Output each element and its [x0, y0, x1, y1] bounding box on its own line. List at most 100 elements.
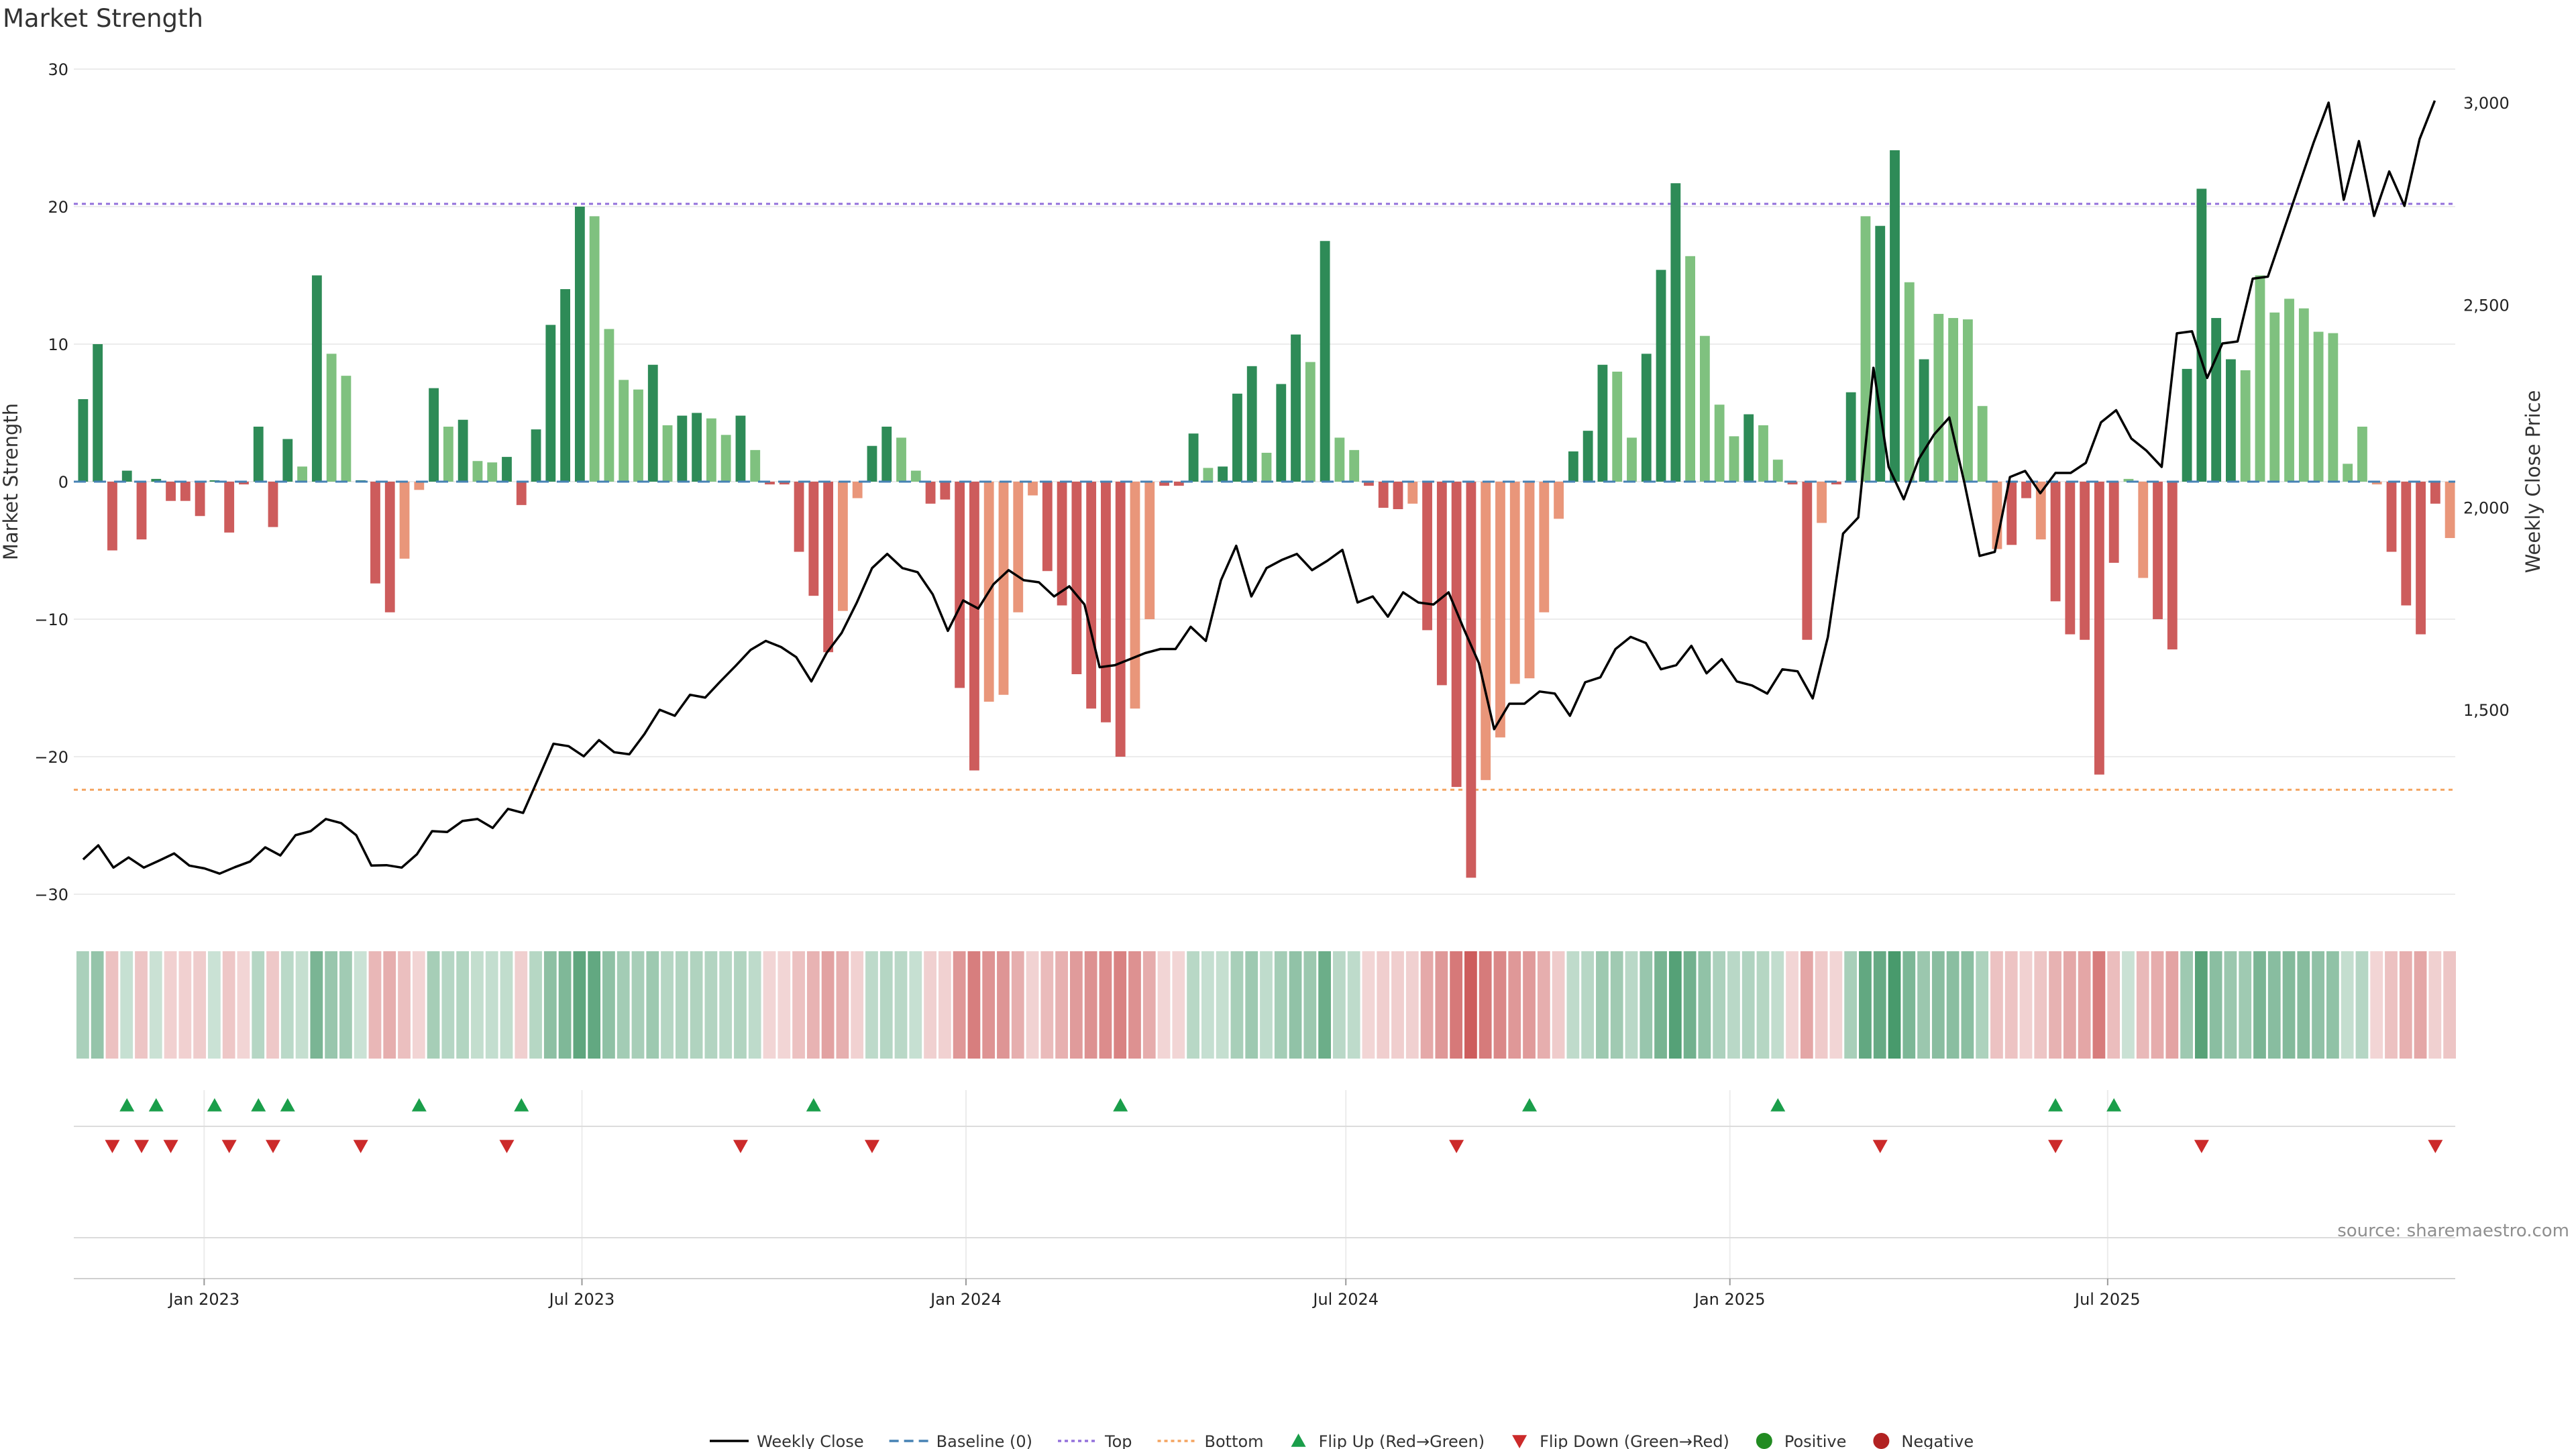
heat-cell: [1581, 951, 1595, 1059]
strength-bar: [925, 482, 936, 504]
strength-bar: [2416, 482, 2426, 635]
heat-cell: [734, 951, 747, 1059]
strength-bar: [384, 482, 395, 612]
heat-cell: [164, 951, 177, 1059]
heat-cell: [1668, 951, 1682, 1059]
legend-swatch: [1291, 1434, 1306, 1447]
strength-bar: [1714, 405, 1725, 482]
strength-bar: [1334, 437, 1345, 482]
strength-bar: [1699, 335, 1710, 482]
heat-cell: [1450, 951, 1463, 1059]
heat-cell: [2443, 951, 2456, 1059]
strength-bar: [1291, 334, 1301, 482]
strength-bar: [969, 482, 979, 771]
strength-bar: [1656, 270, 1666, 482]
heat-cell: [1683, 951, 1697, 1059]
strength-bar: [1948, 318, 1959, 482]
strength-bar: [2123, 478, 2134, 482]
legend-label: Top: [1104, 1432, 1132, 1449]
heat-cell: [1303, 951, 1317, 1059]
flip-up-marker: [1113, 1098, 1128, 1112]
heat-cell: [2385, 951, 2398, 1059]
heat-cell: [1523, 951, 1536, 1059]
strength-bar: [1378, 482, 1389, 508]
strength-bar: [1481, 482, 1491, 780]
heat-cell: [1405, 951, 1419, 1059]
heat-cell: [1698, 951, 1711, 1059]
strength-bar: [1013, 482, 1024, 612]
heat-cell: [1011, 951, 1024, 1059]
heat-cell: [1289, 951, 1302, 1059]
heat-cell: [690, 951, 703, 1059]
strength-bar: [1305, 362, 1316, 482]
strength-bar: [370, 482, 380, 584]
flip-down-marker: [864, 1140, 879, 1153]
strength-bar: [1276, 384, 1287, 482]
strength-bar: [1232, 393, 1242, 482]
heat-cell: [2341, 951, 2354, 1059]
strength-bar: [1772, 460, 1783, 482]
heat-cell: [135, 951, 148, 1059]
legend-item: Baseline (0): [889, 1432, 1032, 1449]
strength-bar: [1729, 436, 1739, 482]
heat-cell: [2326, 951, 2339, 1059]
heat-cell: [806, 951, 820, 1059]
flip-down-marker: [353, 1140, 368, 1153]
heat-cell: [295, 951, 309, 1059]
heat-cell: [2239, 951, 2252, 1059]
heat-cell: [573, 951, 586, 1059]
heat-cell: [631, 951, 645, 1059]
legend-item: Flip Up (Red→Green): [1291, 1432, 1485, 1449]
y-tick-label: −20: [34, 748, 68, 767]
y2-tick-label: 2,500: [2463, 297, 2510, 315]
heat-cell: [2414, 951, 2427, 1059]
heat-cell: [368, 951, 382, 1059]
strength-bar: [2050, 482, 2061, 602]
flip-up-marker: [806, 1098, 821, 1112]
heat-cell: [500, 951, 513, 1059]
strength-bar: [282, 439, 293, 482]
strength-bar: [239, 482, 249, 485]
strength-bar: [107, 482, 117, 551]
heat-cell: [252, 951, 265, 1059]
strength-bar: [2006, 482, 2017, 545]
x-tick-label: Jul 2025: [2074, 1290, 2141, 1309]
heat-cell: [1844, 951, 1858, 1059]
strength-bar: [2226, 359, 2236, 482]
heat-cell: [1318, 951, 1332, 1059]
strength-bar: [341, 376, 352, 482]
strength-bar: [1261, 452, 1272, 482]
y-axis-label: Market Strength: [0, 403, 22, 560]
heat-cell: [865, 951, 878, 1059]
x-tick-label: Jan 2025: [1693, 1290, 1766, 1309]
heat-cell: [1099, 951, 1112, 1059]
strength-bar: [1524, 482, 1535, 679]
strength-bar: [779, 482, 790, 485]
strength-bar: [253, 427, 264, 482]
strength-bar: [1554, 482, 1564, 519]
heat-cell: [924, 951, 936, 1059]
strength-bar: [268, 482, 278, 527]
heat-cell: [1420, 951, 1434, 1059]
x-tick-label: Jul 2023: [548, 1290, 615, 1309]
heat-cell: [2151, 951, 2164, 1059]
heat-cell: [120, 951, 133, 1059]
strength-bar: [867, 445, 877, 482]
flip-down-marker: [2194, 1140, 2209, 1153]
flip-down-marker: [221, 1140, 237, 1153]
legend-label: Baseline (0): [936, 1432, 1032, 1449]
legend-swatch: [1873, 1433, 1890, 1449]
heat-cell: [1435, 951, 1448, 1059]
strength-bar: [1641, 354, 1652, 482]
heat-cell: [2063, 951, 2076, 1059]
strength-bar: [852, 482, 863, 498]
strength-bar: [1539, 482, 1550, 612]
flip-down-marker: [266, 1140, 281, 1153]
strength-bar: [1670, 183, 1681, 482]
flip-up-marker: [207, 1098, 222, 1112]
heat-cell: [1888, 951, 1901, 1059]
strength-bar: [1962, 319, 1973, 482]
strength-bar: [180, 482, 191, 501]
legend-item: Bottom: [1157, 1432, 1264, 1449]
